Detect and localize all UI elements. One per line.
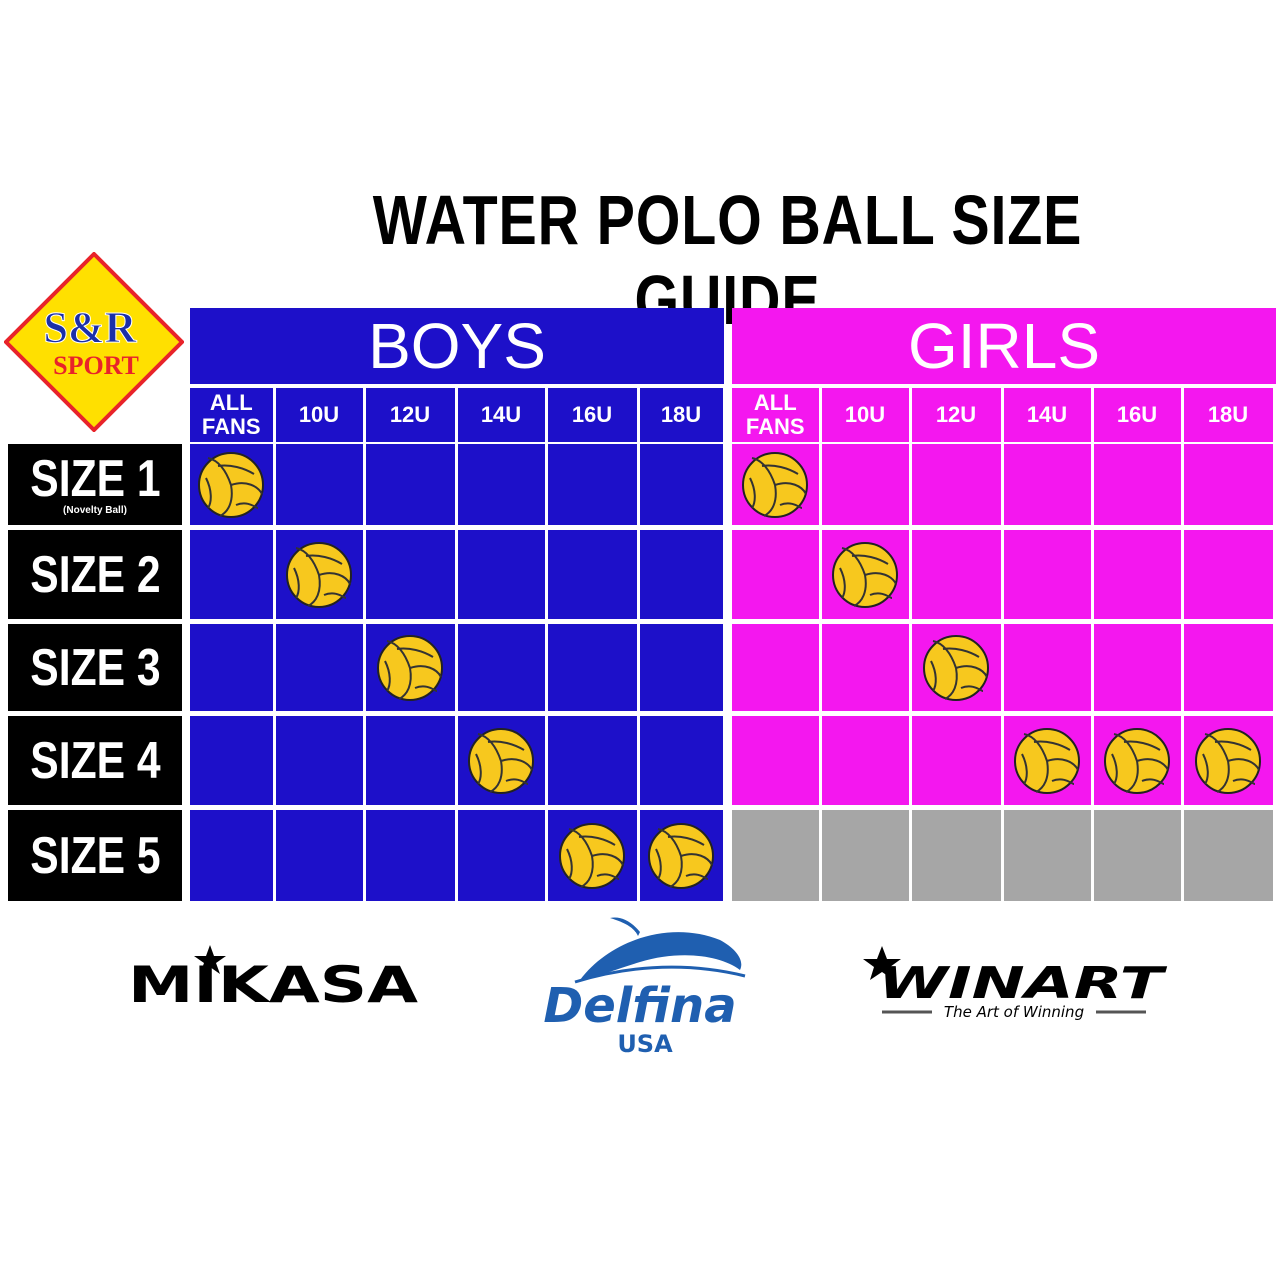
- size-label: SIZE 2: [29, 545, 161, 604]
- row-label: SIZE 4: [8, 716, 182, 805]
- cell: [365, 444, 455, 525]
- cell: [639, 716, 723, 805]
- column-header: 12U: [365, 388, 455, 442]
- logo-text: S&R: [44, 303, 138, 352]
- column-header: 14U: [457, 388, 545, 442]
- size-label: SIZE 1: [29, 450, 161, 508]
- cell: [911, 810, 1001, 901]
- cell: [1003, 810, 1091, 901]
- title: WATER POLO BALL SIZE GUIDE: [372, 181, 1083, 339]
- cell: [190, 810, 273, 901]
- brand: Delfina: [543, 978, 736, 1034]
- logo-text: SPORT: [53, 351, 139, 380]
- brand-sub: USA: [617, 1030, 673, 1058]
- ball: [923, 634, 989, 701]
- row-label: SIZE 5: [8, 810, 182, 901]
- cell: [732, 530, 819, 619]
- column-header: 10U: [821, 388, 909, 442]
- cell: [1183, 444, 1273, 525]
- column-header: 18U: [639, 388, 723, 442]
- cell: [1003, 624, 1091, 711]
- cell: [1093, 810, 1181, 901]
- winart-logo: WINART The Art of Winning: [863, 946, 1167, 1021]
- ball: [286, 541, 352, 608]
- ball: [1014, 727, 1080, 794]
- column-header: 16U: [547, 388, 637, 442]
- ball: [468, 727, 534, 794]
- column-header: ALL FANS: [732, 388, 819, 442]
- cell: [732, 624, 819, 711]
- cell: [1093, 530, 1181, 619]
- row-label: SIZE 2: [8, 530, 182, 619]
- cell: [1183, 810, 1273, 901]
- brand-tagline: The Art of Winning: [944, 1003, 1084, 1021]
- cell: [639, 444, 723, 525]
- column-header: 14U: [1003, 388, 1091, 442]
- cell: [190, 716, 273, 805]
- logo: S&R SPORT: [4, 252, 184, 432]
- size-label: SIZE 5: [29, 826, 161, 885]
- cell: [911, 716, 1001, 805]
- cell: [275, 810, 363, 901]
- cell: [457, 530, 545, 619]
- cell: [1093, 444, 1181, 525]
- cell: [1183, 624, 1273, 711]
- cell: [457, 624, 545, 711]
- cell: [911, 530, 1001, 619]
- size-label: SIZE 3: [29, 638, 161, 697]
- mikasa-logo: MIKASA: [128, 945, 418, 1014]
- cell: [547, 444, 637, 525]
- cell: [190, 530, 273, 619]
- ball: [198, 451, 265, 518]
- cell: [1183, 530, 1273, 619]
- group-header: BOYS: [190, 308, 724, 384]
- column-header: 18U: [1183, 388, 1273, 442]
- column-header: 16U: [1093, 388, 1181, 442]
- cell: [190, 624, 273, 711]
- row-label: SIZE 3: [8, 624, 182, 711]
- column-header: ALL FANS: [190, 388, 273, 442]
- cell: [911, 444, 1001, 525]
- cell: [1003, 530, 1091, 619]
- cell: [275, 716, 363, 805]
- cell: [732, 810, 819, 901]
- row-label: SIZE 1 (Novelty Ball): [8, 444, 182, 525]
- ball: [832, 541, 898, 608]
- cell: [732, 716, 819, 805]
- ball: [1104, 727, 1170, 794]
- cell: [457, 444, 545, 525]
- cell: [639, 530, 723, 619]
- cell: [547, 624, 637, 711]
- ball: [1195, 727, 1261, 794]
- cell: [365, 810, 455, 901]
- column-header: 12U: [911, 388, 1001, 442]
- ball: [559, 822, 625, 889]
- brand: MIKASA: [128, 956, 418, 1014]
- cell: [275, 624, 363, 711]
- cell: [1003, 444, 1091, 525]
- cell: [547, 530, 637, 619]
- ball: [377, 634, 443, 701]
- cell: [457, 810, 545, 901]
- cell: [639, 624, 723, 711]
- ball: [648, 822, 714, 889]
- brand: WINART: [878, 958, 1167, 1009]
- cell: [275, 444, 363, 525]
- size-note: (Novelty Ball): [63, 505, 127, 516]
- logo-diamond: [4, 252, 184, 432]
- cell: [365, 716, 455, 805]
- cell: [1093, 624, 1181, 711]
- ball: [742, 451, 809, 518]
- cell: [821, 716, 909, 805]
- cell: [821, 444, 909, 525]
- cell: [821, 624, 909, 711]
- size-label: SIZE 4: [29, 731, 161, 790]
- cell: [547, 716, 637, 805]
- cell: [821, 810, 909, 901]
- group-header: GIRLS: [732, 308, 1276, 384]
- column-header: 10U: [275, 388, 363, 442]
- delfina-logo: Delfina USA: [543, 917, 746, 1058]
- cell: [365, 530, 455, 619]
